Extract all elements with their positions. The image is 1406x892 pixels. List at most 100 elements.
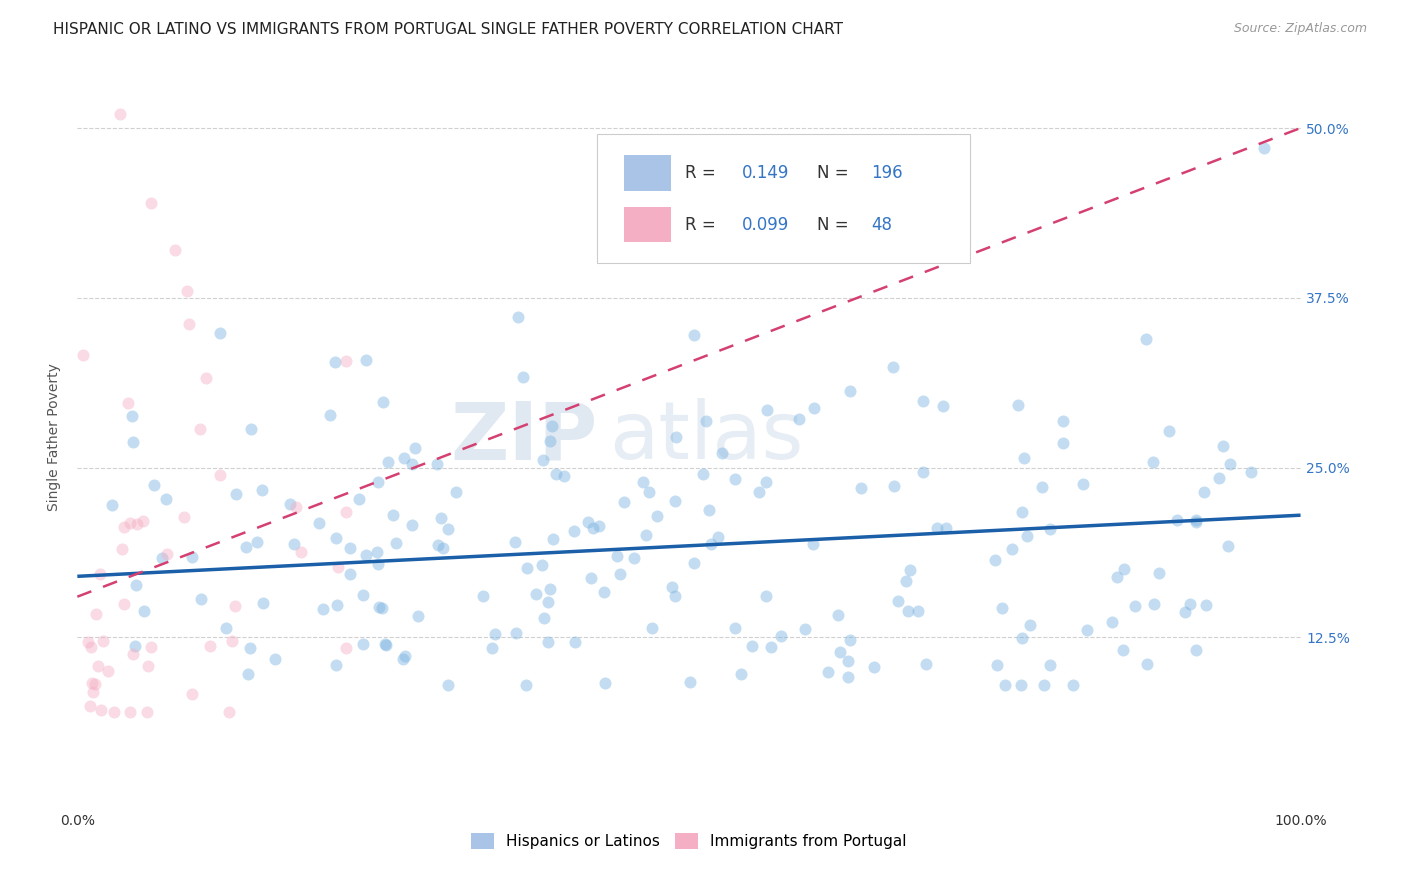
- Point: [1018, 618, 1040, 632]
- Point: [90, 703, 112, 717]
- Point: [139, 640, 162, 655]
- Point: [155, 548, 177, 562]
- Point: [541, 419, 564, 434]
- Point: [1195, 599, 1218, 613]
- Point: [609, 567, 631, 582]
- Point: [896, 604, 918, 618]
- Point: [683, 556, 706, 570]
- Point: [1071, 476, 1094, 491]
- Point: [352, 587, 374, 601]
- Point: [914, 657, 936, 672]
- Point: [374, 638, 396, 652]
- Text: HISPANIC OR LATINO VS IMMIGRANTS FROM PORTUGAL SINGLE FATHER POVERTY CORRELATION: HISPANIC OR LATINO VS IMMIGRANTS FROM PO…: [53, 22, 844, 37]
- Point: [374, 637, 396, 651]
- Point: [562, 524, 585, 539]
- Point: [366, 545, 388, 559]
- Point: [641, 621, 664, 635]
- Point: [911, 394, 934, 409]
- Point: [124, 578, 146, 592]
- Point: [665, 430, 688, 444]
- Point: [524, 587, 547, 601]
- Point: [741, 639, 763, 653]
- Point: [385, 536, 408, 550]
- Point: [801, 537, 824, 551]
- Point: [285, 500, 308, 515]
- Point: [544, 467, 567, 481]
- Point: [335, 354, 357, 368]
- Point: [1015, 529, 1038, 543]
- Point: [1166, 513, 1188, 527]
- Point: [80, 640, 103, 655]
- Point: [593, 584, 616, 599]
- Point: [367, 557, 389, 571]
- Point: [325, 657, 347, 672]
- Point: [664, 589, 686, 603]
- Point: [711, 446, 734, 460]
- Point: [894, 574, 917, 589]
- Point: [883, 479, 905, 493]
- Point: [139, 195, 162, 210]
- Point: [887, 594, 910, 608]
- Point: [588, 519, 610, 533]
- Point: [1011, 505, 1033, 519]
- Point: [537, 635, 560, 649]
- FancyBboxPatch shape: [598, 134, 970, 263]
- Point: [264, 652, 287, 666]
- Point: [97, 0, 120, 6]
- Point: [537, 594, 560, 608]
- Point: [754, 589, 776, 603]
- Point: [136, 705, 159, 719]
- Point: [101, 498, 124, 512]
- Point: [481, 641, 503, 656]
- Point: [290, 544, 312, 558]
- Point: [89, 566, 111, 581]
- Point: [983, 553, 1005, 567]
- Point: [132, 514, 155, 528]
- Point: [250, 483, 273, 498]
- Point: [120, 705, 142, 719]
- Point: [354, 352, 377, 367]
- Point: [437, 521, 460, 535]
- Point: [839, 632, 862, 647]
- Point: [335, 505, 357, 519]
- Point: [150, 550, 173, 565]
- Point: [1192, 485, 1215, 500]
- Point: [582, 521, 605, 535]
- Point: [932, 399, 955, 413]
- Text: N =: N =: [817, 216, 855, 234]
- Point: [235, 540, 257, 554]
- Point: [787, 412, 810, 426]
- Point: [837, 654, 859, 668]
- Text: N =: N =: [817, 164, 855, 182]
- Point: [371, 394, 394, 409]
- Point: [236, 666, 259, 681]
- Point: [377, 455, 399, 469]
- Point: [108, 107, 131, 121]
- Point: [1135, 333, 1157, 347]
- Point: [240, 422, 263, 436]
- Point: [724, 472, 747, 486]
- Point: [541, 532, 564, 546]
- Point: [112, 519, 135, 533]
- Point: [707, 530, 730, 544]
- Point: [503, 535, 526, 549]
- Point: [239, 640, 262, 655]
- Point: [392, 652, 415, 666]
- Point: [748, 484, 770, 499]
- Point: [1076, 623, 1098, 637]
- Point: [323, 355, 346, 369]
- Legend: Hispanics or Latinos, Immigrants from Portugal: Hispanics or Latinos, Immigrants from Po…: [465, 827, 912, 855]
- Point: [371, 601, 394, 615]
- Point: [613, 495, 636, 509]
- Point: [401, 457, 423, 471]
- Point: [664, 493, 686, 508]
- Text: 0.099: 0.099: [741, 216, 789, 234]
- Point: [367, 600, 389, 615]
- Point: [1112, 562, 1135, 576]
- Point: [623, 550, 645, 565]
- Point: [1136, 657, 1159, 672]
- Point: [699, 537, 721, 551]
- Point: [682, 328, 704, 343]
- Point: [1178, 597, 1201, 611]
- Point: [1000, 542, 1022, 557]
